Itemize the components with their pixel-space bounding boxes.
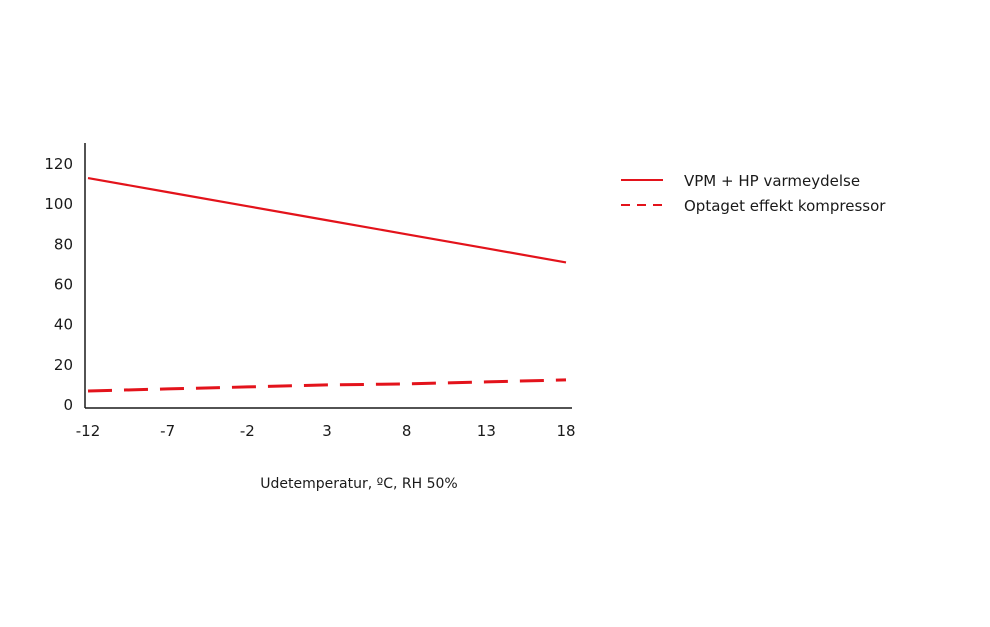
x-tick-label: -12	[76, 422, 101, 440]
x-axis-title: Udetemperatur, ºC, RH 50%	[260, 476, 457, 492]
y-tick-label: 80	[54, 235, 73, 253]
y-tick-label: 120	[44, 155, 73, 173]
series-layer	[87, 176, 567, 393]
y-tick-label: 0	[63, 396, 73, 414]
x-tick-label: 13	[477, 422, 496, 440]
x-tick-label: 18	[556, 422, 575, 440]
x-tick-label: -7	[160, 422, 175, 440]
y-tick-labels: 0 20 40 60 80 100 120	[44, 155, 73, 414]
series-line-2	[87, 378, 567, 393]
y-tick-label: 20	[54, 356, 73, 374]
series-line-1	[87, 176, 567, 264]
x-tick-label: -2	[240, 422, 255, 440]
y-tick-label: 100	[44, 195, 73, 213]
x-tick-label: 3	[322, 422, 332, 440]
legend: VPM + HP varmeydelse Optaget effekt kompr…	[621, 172, 886, 215]
x-tick-labels: -12 -7 -2 3 8 13 18	[76, 422, 576, 440]
y-tick-label: 60	[54, 276, 73, 294]
legend-label-2: Optaget effekt kompressor	[684, 197, 886, 215]
legend-label-1: VPM + HP varmeydelse	[684, 172, 860, 190]
y-tick-label: 40	[54, 316, 73, 334]
axes	[84, 143, 572, 409]
x-tick-label: 8	[402, 422, 412, 440]
